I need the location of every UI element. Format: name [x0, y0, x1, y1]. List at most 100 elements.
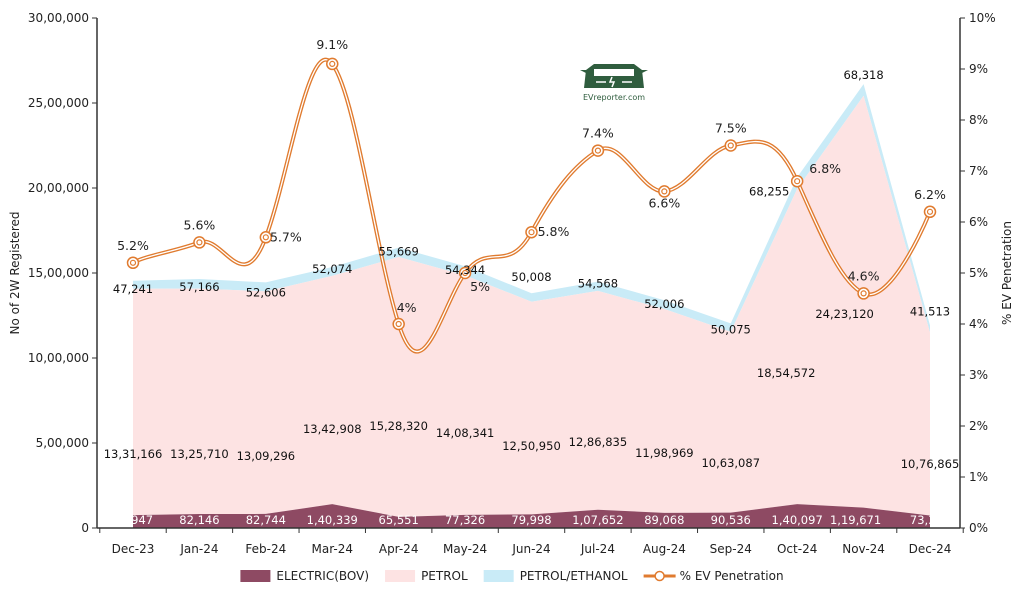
data-label-petrol: 18,54,572: [757, 366, 816, 380]
penetration-marker: [193, 236, 206, 249]
data-label-penetration: 6.2%: [914, 187, 946, 202]
penetration-marker: [658, 185, 671, 198]
logo-text: EVreporter.com: [583, 93, 645, 102]
y-tick-label: 15,00,000: [28, 266, 89, 280]
data-label-electric: 1,19,671: [830, 513, 881, 527]
penetration-marker-inner: [528, 229, 535, 236]
penetration-marker-inner: [727, 142, 734, 149]
data-label-petrol-ethanol: 50,008: [511, 270, 551, 284]
y2-tick-label: 4%: [969, 317, 988, 331]
y2-tick-label: 7%: [969, 164, 988, 178]
y2-tick-label: 10%: [969, 11, 996, 25]
data-label-petrol: 13,25,710: [170, 447, 229, 461]
area-petrol-ethanol: [133, 84, 930, 333]
x-tick-label: Dec-24: [909, 542, 952, 556]
penetration-marker-inner: [860, 290, 867, 297]
data-label-petrol: 13,09,296: [237, 449, 296, 463]
area-petrol: [133, 95, 930, 517]
penetration-marker: [392, 317, 405, 331]
legend-label: % EV Penetration: [680, 569, 784, 583]
data-label-penetration: 5.7%: [270, 229, 302, 244]
data-label-petrol-ethanol: 54,568: [578, 277, 618, 291]
y2-tick-label: 2%: [969, 419, 988, 433]
data-label-electric: 1,40,339: [307, 513, 358, 527]
data-label-petrol-ethanol: 41,513: [910, 304, 950, 318]
x-tick-label: Sep-24: [710, 542, 752, 556]
penetration-marker-inner: [262, 234, 269, 241]
penetration-marker: [923, 205, 937, 219]
penetration-marker: [724, 139, 737, 152]
legend-item: PETROL: [385, 569, 468, 583]
data-label-petrol: 12,50,950: [502, 439, 561, 453]
penetration-marker-inner: [794, 178, 801, 185]
data-label-electric: 79,998: [511, 513, 551, 527]
x-tick-label: Dec-23: [112, 542, 155, 556]
data-label-petrol: 11,98,969: [635, 446, 694, 460]
y-tick-label: 30,00,000: [28, 11, 89, 25]
data-label-petrol: 10,63,087: [701, 456, 760, 470]
y2-tick-label: 6%: [969, 215, 988, 229]
data-label-petrol: 15,28,320: [369, 419, 428, 433]
y-tick-label: 10,00,000: [28, 351, 89, 365]
legend-swatch: [385, 570, 416, 582]
x-tick-label: May-24: [443, 542, 487, 556]
data-label-electric: 75,947: [113, 513, 153, 527]
logo: EVreporter.com: [580, 64, 648, 102]
data-label-penetration: 7.5%: [715, 121, 747, 136]
data-label-penetration: 7.4%: [582, 126, 614, 141]
data-label-penetration: 4%: [397, 300, 417, 315]
data-label-petrol-ethanol: 52,606: [246, 285, 286, 299]
data-label-electric: 1,40,097: [772, 513, 823, 527]
data-label-petrol: 13,42,908: [303, 422, 362, 436]
y-axis-title: No of 2W Registered: [8, 212, 22, 335]
data-label-penetration: 5.2%: [117, 238, 149, 253]
data-label-electric: 89,068: [644, 513, 684, 527]
x-tick-label: Jan-24: [179, 542, 218, 556]
x-tick-label: Jun-24: [511, 542, 550, 556]
data-label-petrol-ethanol: 47,241: [113, 282, 153, 296]
x-tick-label: Apr-24: [379, 542, 419, 556]
penetration-marker: [857, 287, 870, 300]
data-label-petrol-ethanol: 68,318: [843, 68, 883, 82]
x-tick-label: Mar-24: [312, 542, 353, 556]
y2-tick-label: 8%: [969, 113, 988, 127]
penetration-marker: [326, 57, 339, 71]
data-label-petrol: 10,76,865: [901, 457, 960, 471]
legend-item: % EV Penetration: [643, 569, 784, 583]
x-tick-label: Nov-24: [842, 542, 885, 556]
data-label-electric: 82,744: [246, 513, 286, 527]
penetration-marker-inner: [395, 320, 402, 328]
penetration-marker: [259, 231, 273, 244]
data-label-electric: 82,146: [179, 513, 219, 527]
data-label-penetration: 5.8%: [538, 224, 570, 239]
area-electric: [133, 504, 930, 528]
legend-marker-penetration: [654, 570, 665, 582]
data-label-petrol: 14,08,341: [436, 426, 495, 440]
legend-swatch: [483, 570, 514, 582]
data-label-petrol: 12,86,835: [569, 435, 628, 449]
data-label-petrol-ethanol: 54,344: [445, 263, 485, 277]
x-tick-label: Oct-24: [777, 542, 817, 556]
penetration-marker-inner: [329, 60, 336, 68]
data-label-petrol-ethanol: 50,075: [711, 322, 751, 336]
y2-tick-label: 5%: [969, 266, 988, 280]
legend-label: ELECTRIC(BOV): [276, 569, 369, 583]
legend-label: PETROL/ETHANOL: [520, 569, 628, 583]
data-label-petrol-ethanol: 68,255: [749, 184, 789, 198]
penetration-marker: [458, 266, 472, 280]
data-label-electric: 90,536: [711, 513, 751, 527]
data-label-petrol-ethanol: 52,074: [312, 262, 352, 276]
y-tick-label: 0: [81, 521, 89, 535]
penetration-marker: [126, 256, 140, 270]
y2-tick-label: 9%: [969, 62, 988, 76]
y2-tick-label: 0%: [969, 521, 988, 535]
data-label-electric: 77,326: [445, 513, 485, 527]
x-tick-label: Aug-24: [643, 542, 686, 556]
y-tick-label: 5,00,000: [36, 436, 89, 450]
penetration-marker-inner: [661, 188, 668, 195]
data-label-electric: 73,356: [910, 513, 950, 527]
penetration-marker-inner: [594, 147, 602, 154]
data-label-penetration: 4.6%: [848, 268, 880, 283]
data-label-electric: 65,551: [379, 513, 419, 527]
